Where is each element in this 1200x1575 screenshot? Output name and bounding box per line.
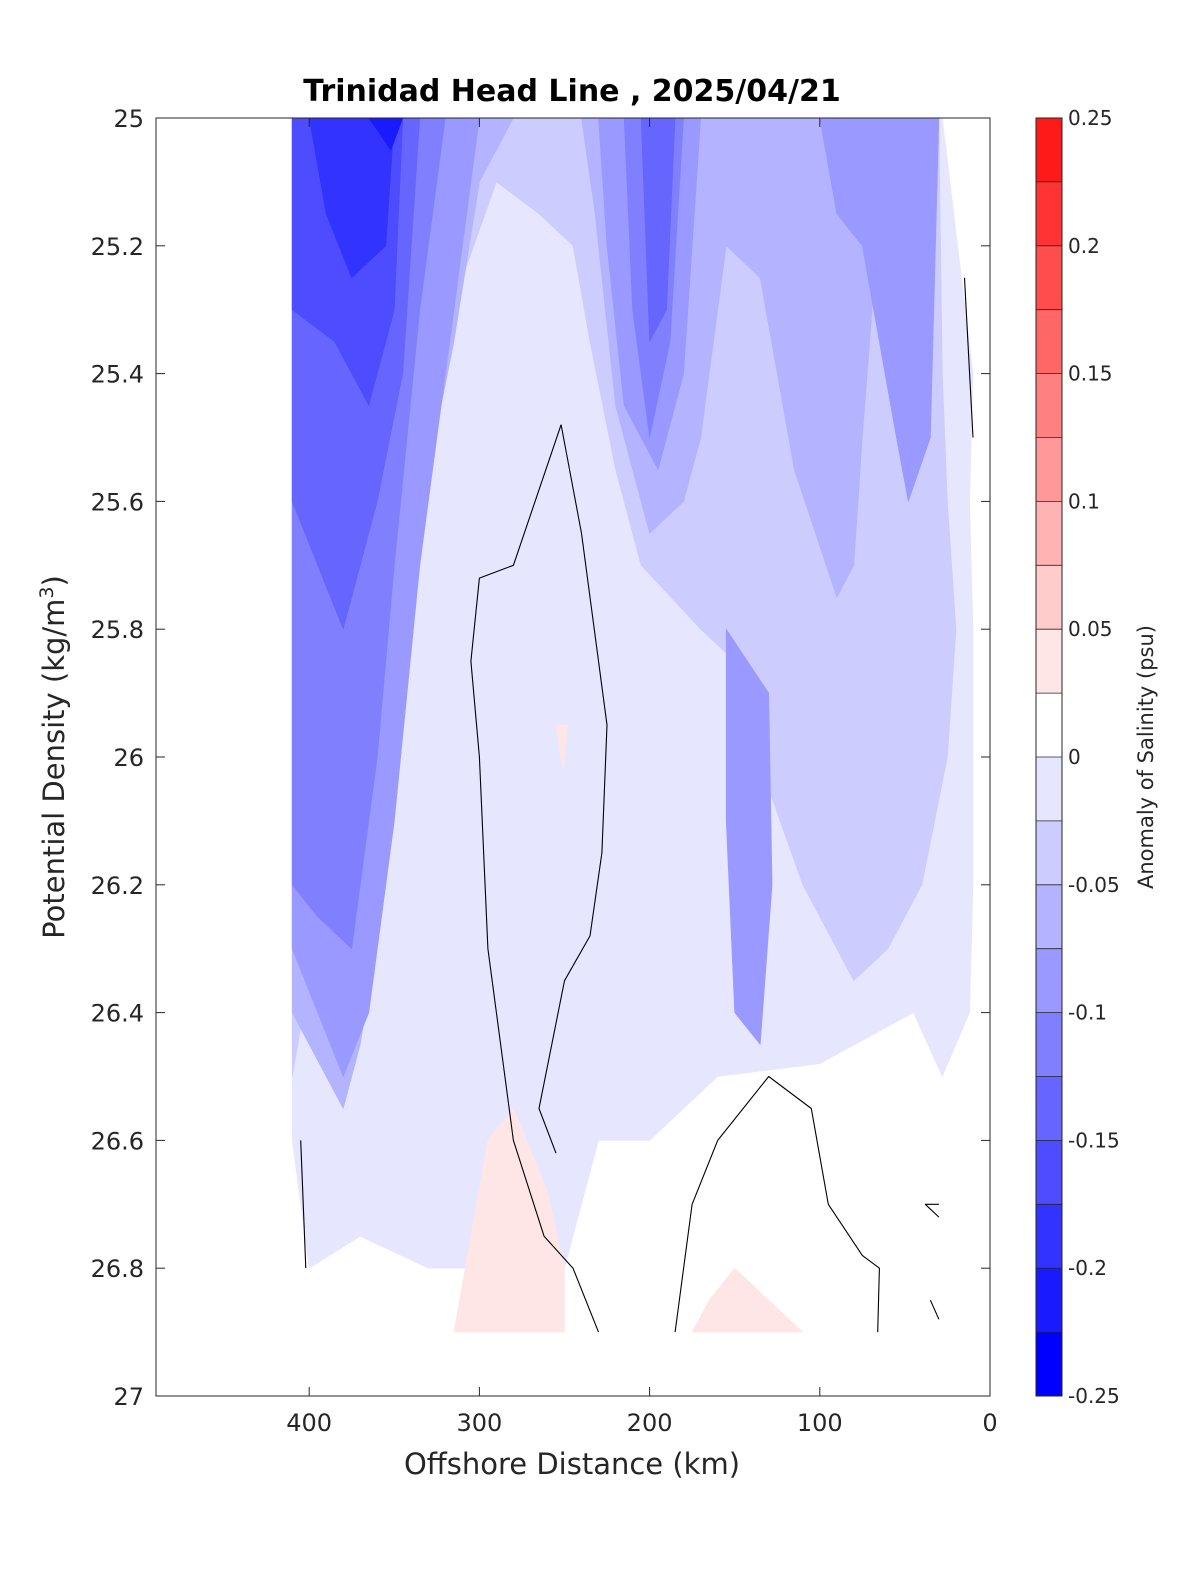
x-tick-label: 400 xyxy=(286,1409,332,1437)
colorbar-swatch xyxy=(1036,884,1062,949)
colorbar-swatch xyxy=(1036,693,1062,757)
contour-band xyxy=(555,724,569,771)
colorbar-swatch xyxy=(1036,1268,1062,1333)
colorbar-tick-label: 0.2 xyxy=(1068,234,1100,258)
colorbar-tick-label: 0.1 xyxy=(1068,489,1100,513)
y-axis-label-close: ) xyxy=(37,575,71,586)
zero-contour-line xyxy=(300,1140,307,1269)
y-tick-label: 26.2 xyxy=(91,872,144,900)
y-axis-label-superscript: 3 xyxy=(36,586,58,598)
colorbar-swatch xyxy=(1036,820,1062,885)
colorbar-swatch xyxy=(1036,309,1062,374)
colorbar-swatch xyxy=(1036,948,1062,1013)
colorbar-swatch xyxy=(1036,181,1062,246)
colorbar: -0.25 -0.2 -0.15 -0.1 -0.05 0 0.05 0.1 0.15 0.2 0.… xyxy=(1035,106,1158,1408)
x-axis-label: Offshore Distance (km) xyxy=(404,1447,740,1481)
colorbar-swatch xyxy=(1036,565,1062,630)
colorbar-swatch xyxy=(1036,118,1062,182)
zero-contour-line xyxy=(538,424,608,1154)
colorbar-swatch xyxy=(1036,629,1062,694)
y-tick-label: 25.4 xyxy=(91,361,144,389)
y-tick-label: 25.8 xyxy=(91,616,144,644)
zero-contour-lines xyxy=(300,277,974,1333)
x-tick-label: 0 xyxy=(982,1409,997,1437)
y-tick-label: 26.8 xyxy=(91,1255,144,1283)
colorbar-tick-label: -0.25 xyxy=(1068,1384,1120,1408)
plot-area: 400 300 200 100 0 25 25.2 25.4 25.6 25.8 26 26.2 26… xyxy=(91,105,998,1437)
y-tick-label: 25 xyxy=(113,105,144,133)
contour-band xyxy=(819,117,940,502)
colorbar-tick-label: -0.2 xyxy=(1068,1256,1107,1280)
contour-fills xyxy=(291,117,974,1333)
colorbar-swatch xyxy=(1036,501,1062,566)
colorbar-swatch xyxy=(1036,1204,1062,1269)
colorbar-tick-label: -0.1 xyxy=(1068,1001,1107,1025)
y-axis-label: Potential Density (kg/m3) xyxy=(36,575,71,939)
colorbar-tick-label: 0 xyxy=(1068,745,1081,769)
y-tick-label: 26.4 xyxy=(91,1000,144,1028)
y-tick-label: 27 xyxy=(113,1383,144,1411)
colorbar-swatch xyxy=(1036,1012,1062,1077)
x-tick-label: 200 xyxy=(627,1409,673,1437)
colorbar-tick-label: 0.25 xyxy=(1068,106,1113,130)
zero-contour-line xyxy=(470,424,600,1333)
y-axis-label-main: Potential Density (kg/m xyxy=(37,599,71,939)
contour-band xyxy=(725,628,773,1045)
colorbar-ticks: -0.25 -0.2 -0.15 -0.1 -0.05 0 0.05 0.1 0.15 0.2 0.… xyxy=(1068,106,1120,1408)
colorbar-label: Anomaly of Salinity (psu) xyxy=(1134,625,1158,889)
y-axis-ticks: 25 25.2 25.4 25.6 25.8 26 26.2 26.4 26.6 26.8 27 xyxy=(91,105,990,1411)
y-tick-label: 26.6 xyxy=(91,1127,144,1155)
x-tick-label: 100 xyxy=(797,1409,843,1437)
zero-contour-line xyxy=(963,277,974,438)
colorbar-swatch xyxy=(1036,1076,1062,1141)
chart-title: Trinidad Head Line , 2025/04/21 xyxy=(303,74,840,109)
zero-contour-line xyxy=(929,1299,940,1320)
colorbar-swatch xyxy=(1036,757,1062,821)
colorbar-frame xyxy=(1035,117,1063,1397)
colorbar-swatch xyxy=(1036,1332,1062,1396)
contour-band xyxy=(691,1267,804,1333)
colorbar-swatch xyxy=(1036,437,1062,502)
x-axis-ticks: 400 300 200 100 0 xyxy=(286,118,998,1437)
y-tick-label: 25.2 xyxy=(91,233,144,261)
x-tick-label: 300 xyxy=(456,1409,502,1437)
colorbar-tick-label: 0.05 xyxy=(1068,617,1113,641)
colorbar-tick-label: 0.15 xyxy=(1068,362,1113,386)
colorbar-swatch xyxy=(1036,373,1062,438)
y-tick-label: 25.6 xyxy=(91,488,144,516)
colorbar-swatch xyxy=(1036,1140,1062,1205)
colorbar-swatches xyxy=(1036,118,1062,1396)
colorbar-tick-label: -0.15 xyxy=(1068,1128,1120,1152)
zero-contour-line xyxy=(924,1203,940,1218)
contour-band xyxy=(453,1108,565,1333)
y-tick-label: 26 xyxy=(113,744,144,772)
zero-contour-line xyxy=(674,1075,880,1333)
colorbar-swatch xyxy=(1036,245,1062,310)
colorbar-tick-label: -0.05 xyxy=(1068,873,1120,897)
